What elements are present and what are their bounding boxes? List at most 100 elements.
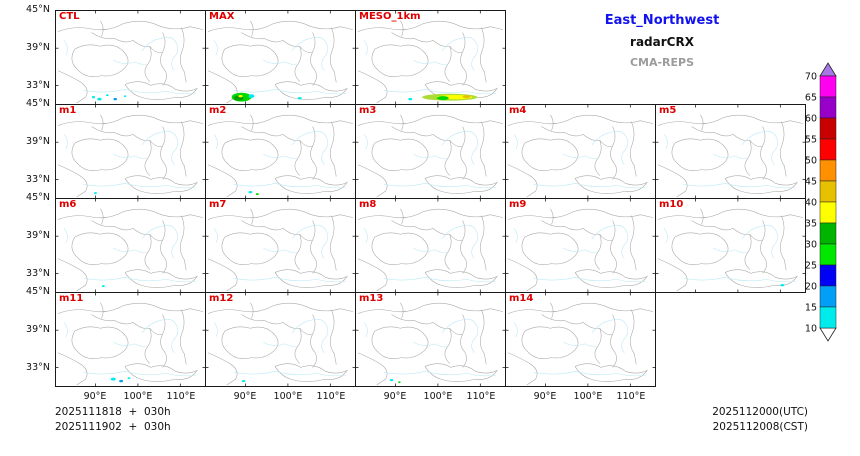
lat-tick-label: 33°N (26, 268, 50, 279)
panel-label: m9 (509, 199, 527, 210)
echo-patch (105, 94, 109, 97)
rivers (213, 318, 347, 377)
rivers (513, 318, 647, 377)
colorbar-segment (819, 306, 837, 329)
rivers (363, 36, 497, 95)
axis-ticks (356, 199, 505, 292)
colorbar-tick-label: 40 (805, 198, 817, 209)
lon-tick-label: 90°E (533, 391, 557, 402)
rivers (213, 36, 347, 95)
panel-label: CTL (59, 11, 80, 22)
lon-tick-label: 100°E (123, 391, 153, 402)
map-panel-m12: m12 (205, 292, 356, 387)
lon-tick-label: 110°E (466, 391, 496, 402)
radar-echoes (408, 93, 478, 101)
map-panel-m3: m3 (355, 104, 506, 199)
colorbar-segment (819, 222, 837, 245)
axis-ticks (356, 11, 505, 104)
echo-patch (101, 285, 105, 288)
colorbar-tick-label: 65 (805, 93, 817, 104)
map-panel-m10: m10 (655, 198, 806, 293)
valid-time-cst: 2025112008(CST) (712, 421, 808, 433)
map-boundaries (206, 11, 355, 104)
init-time-utc: 2025111818 + 030h (55, 406, 171, 418)
map-panel-meso_1km: MESO_1km (355, 10, 506, 105)
lat-tick-label: 45°N (26, 98, 50, 109)
colorbar-over-arrow (819, 62, 837, 77)
echo-patch (389, 379, 394, 382)
radar-echoes (389, 379, 401, 383)
province-borders (357, 114, 504, 198)
map-panel-m4: m4 (505, 104, 656, 199)
province-borders (657, 114, 804, 198)
lat-tick-label: 39°N (26, 324, 50, 335)
axis-ticks (206, 293, 355, 386)
lat-tick-label: 33°N (26, 174, 50, 185)
axis-ticks (56, 199, 205, 292)
axis-ticks (206, 11, 355, 104)
lon-tick-label: 100°E (423, 391, 453, 402)
valid-time-utc: 2025112000(UTC) (712, 406, 808, 418)
map-panel-m5: m5 (655, 104, 806, 199)
colorbar-segment (819, 75, 837, 98)
panel-label: m8 (359, 199, 377, 210)
map-panel-m1: m1 (55, 104, 206, 199)
echo-patch (398, 381, 401, 383)
rivers (363, 224, 497, 283)
map-panel-m13: m13 (355, 292, 506, 387)
colorbar-tick-label: 50 (805, 156, 817, 167)
echo-patch (408, 97, 413, 101)
province-borders (507, 302, 654, 386)
init-time-cst: 2025111902 + 030h (55, 421, 171, 433)
axis-ticks (356, 293, 505, 386)
map-boundaries (356, 11, 505, 104)
panel-label: m5 (659, 105, 677, 116)
rivers (213, 130, 347, 189)
lat-tick-label: 45°N (26, 192, 50, 203)
map-boundaries (56, 199, 205, 292)
echo-patch (97, 97, 102, 101)
province-borders (57, 302, 204, 386)
lon-tick-label: 100°E (273, 391, 303, 402)
echo-patch (119, 379, 124, 383)
province-borders (507, 208, 654, 292)
echo-patch (248, 190, 253, 194)
echo-patch (436, 96, 449, 101)
radar-echoes (91, 94, 127, 101)
colorbar-tick-label: 10 (805, 324, 817, 335)
radar-echoes (93, 192, 97, 195)
map-panel-m14: m14 (505, 292, 656, 387)
map-boundaries (356, 105, 505, 198)
panel-label: m14 (509, 293, 534, 304)
lon-tick-label: 110°E (616, 391, 646, 402)
colorbar-tick-label: 70 (805, 72, 817, 83)
axis-ticks (56, 105, 205, 198)
rivers (513, 224, 647, 283)
lat-tick-label: 39°N (26, 230, 50, 241)
radar-echoes (780, 283, 785, 287)
colorbar-segment (819, 96, 837, 119)
province-borders (207, 302, 354, 386)
colorbar-tick-label: 60 (805, 114, 817, 125)
axis-ticks (56, 11, 205, 104)
province-borders (207, 20, 354, 104)
map-boundaries (506, 199, 655, 292)
rivers (63, 224, 197, 283)
colorbar-segment (819, 264, 837, 287)
map-panel-m7: m7 (205, 198, 356, 293)
map-panel-m2: m2 (205, 104, 356, 199)
lon-tick-label: 90°E (83, 391, 107, 402)
colorbar-under-arrow (819, 327, 837, 342)
axis-ticks (506, 199, 655, 292)
map-boundaries (656, 199, 805, 292)
colorbar-segment (819, 159, 837, 182)
panel-label: m7 (209, 199, 227, 210)
echo-patch (113, 97, 117, 101)
colorbar-tick-label: 55 (805, 135, 817, 146)
map-boundaries (506, 105, 655, 198)
rivers (513, 130, 647, 189)
rivers (63, 36, 197, 95)
echo-patch (127, 377, 131, 380)
model-title: CMA-REPS (629, 56, 695, 69)
